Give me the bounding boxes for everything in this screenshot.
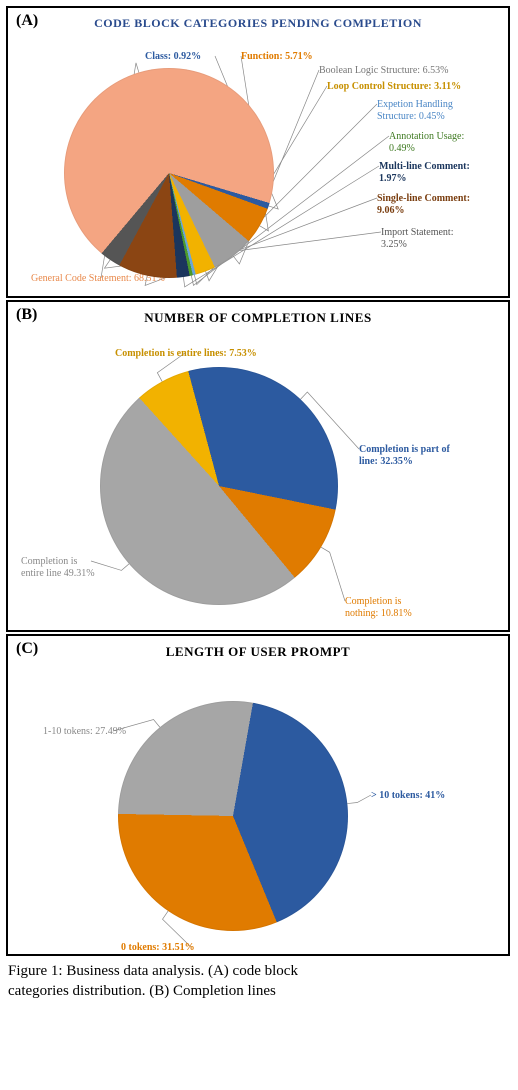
pie-slice-label: Boolean Logic Structure: 6.53% [319, 65, 448, 77]
pie-slice-label: Completion is part ofline: 32.35% [359, 444, 450, 467]
figure-caption: Figure 1: Business data analysis. (A) co… [6, 958, 510, 1001]
panel-c: (C) LENGTH OF USER PROMPT > 10 tokens: 4… [6, 634, 510, 956]
panel-c-title: LENGTH OF USER PROMPT [16, 644, 500, 660]
panel-c-label: (C) [16, 640, 38, 658]
panel-a: (A) CODE BLOCK CATEGORIES PENDING COMPLE… [6, 6, 510, 298]
panel-a-chart-area: General Code Statement: 68.51%Class: 0.9… [19, 35, 497, 305]
panel-a-title: CODE BLOCK CATEGORIES PENDING COMPLETION [16, 16, 500, 31]
panel-b-label: (B) [16, 306, 37, 324]
pie-slice-label: > 10 tokens: 41% [371, 790, 445, 802]
pie-slice-label: 0 tokens: 31.51% [121, 942, 195, 954]
pie-slice-label: Single-line Comment:9.06% [377, 193, 470, 216]
pie-slice-label: 1-10 tokens: 27.49% [43, 726, 126, 738]
pie-slice-label: Completion is entire lines: 7.53% [115, 348, 257, 360]
pie-slice-label: Multi-line Comment:1.97% [379, 161, 470, 184]
pie-chart [118, 701, 348, 931]
panel-b-title: NUMBER OF COMPLETION LINES [16, 310, 500, 326]
pie-slice-label: Import Statement:3.25% [381, 227, 454, 250]
pie-slice-label: Completion isentire line 49.31% [21, 556, 95, 579]
panel-a-label: (A) [16, 12, 38, 30]
panel-b: (B) NUMBER OF COMPLETION LINES Completio… [6, 300, 510, 632]
panel-b-chart-area: Completion is part ofline: 32.35% Complet… [19, 330, 497, 638]
pie-slice-label: Loop Control Structure: 3.11% [327, 81, 461, 93]
pie-slice-label: Class: 0.92% [145, 51, 201, 63]
figure-container: (A) CODE BLOCK CATEGORIES PENDING COMPLE… [6, 6, 510, 1001]
caption-line-2: categories distribution. (B) Completion … [8, 983, 276, 999]
caption-line-1: Figure 1: Business data analysis. (A) co… [8, 963, 298, 979]
pie-slice-label: Completion isnothing: 10.81% [345, 596, 412, 619]
panel-c-chart-area: > 10 tokens: 41% 0 tokens: 31.51% 1-10 tok… [19, 664, 497, 962]
pie-chart [64, 68, 274, 278]
pie-slice-label: Annotation Usage:0.49% [389, 131, 464, 154]
pie-chart [100, 367, 338, 605]
pie-slice-label: Function: 5.71% [241, 51, 313, 63]
pie-slice-label: Expetion HandlingStructure: 0.45% [377, 99, 453, 122]
